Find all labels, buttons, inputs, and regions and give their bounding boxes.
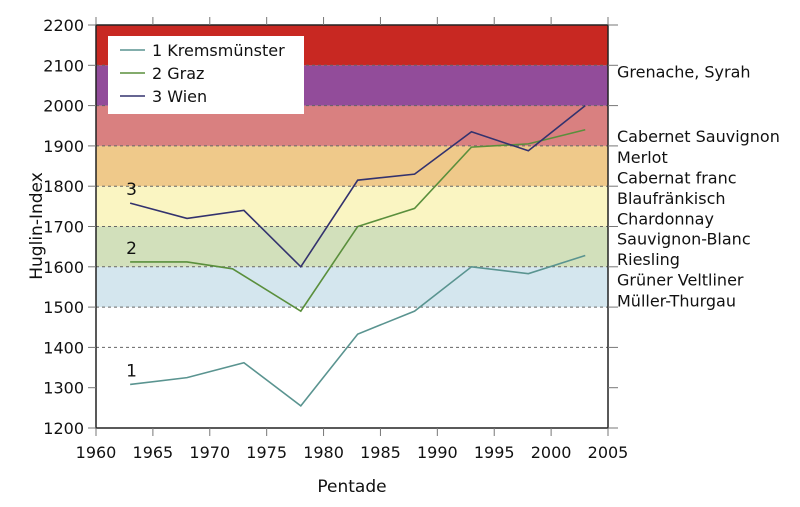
series-label-3: 3 (126, 180, 137, 200)
x-tick-label: 1995 (474, 443, 515, 462)
x-tick-label: 1960 (76, 443, 117, 462)
y-tick-label: 1600 (43, 258, 84, 277)
y-axis-label: Huglin-Index (27, 172, 47, 280)
legend-label-3: 3 Wien (152, 87, 207, 106)
x-ticks: 1960 1965 1970 1975 1980 1985 1990 1995 2000 2005 (76, 17, 629, 462)
y-tick-label: 1200 (43, 419, 84, 438)
series-number-labels: 1 2 3 (126, 180, 137, 381)
series-label-2: 2 (126, 239, 137, 259)
y-tick-label: 1400 (43, 338, 84, 357)
x-tick-label: 1985 (360, 443, 401, 462)
variety-label: Grenache, Syrah (617, 62, 751, 81)
band-1700-1800 (96, 186, 608, 227)
variety-label: Chardonnay (617, 209, 714, 228)
y-tick-label: 2000 (43, 97, 84, 116)
x-tick-label: 1990 (417, 443, 458, 462)
series-label-1: 1 (126, 361, 137, 381)
legend: 1 Kremsmünster 2 Graz 3 Wien (108, 36, 304, 114)
y-tick-label: 1300 (43, 379, 84, 398)
x-tick-label: 2005 (588, 443, 629, 462)
x-tick-label: 2000 (531, 443, 572, 462)
y-tick-label: 1900 (43, 137, 84, 156)
variety-label: Müller-Thurgau (617, 291, 736, 310)
variety-label: Merlot (617, 148, 668, 167)
y-ticks: 1200 1300 1400 1500 1600 1700 1800 1900 2000 2100… (43, 16, 618, 438)
x-tick-label: 1965 (133, 443, 174, 462)
x-tick-label: 1970 (189, 443, 230, 462)
variety-label: Cabernat franc (617, 168, 737, 187)
variety-label: Cabernet Sauvignon (617, 127, 780, 146)
y-tick-label: 2200 (43, 16, 84, 35)
series-lines (129, 104, 586, 407)
y-tick-label: 1800 (43, 177, 84, 196)
variety-label: Sauvignon-Blanc (617, 230, 751, 249)
variety-label: Blaufränkisch (617, 189, 726, 208)
band-1600-1700 (96, 226, 608, 267)
x-tick-label: 1975 (246, 443, 287, 462)
legend-label-2: 2 Graz (152, 64, 204, 83)
band-1800-1900 (96, 145, 608, 187)
y-tick-label: 1700 (43, 218, 84, 237)
legend-label-1: 1 Kremsmünster (152, 41, 285, 60)
x-tick-label: 1980 (303, 443, 344, 462)
legend-box (108, 36, 304, 114)
x-axis-label: Pentade (317, 477, 386, 497)
y-tick-label: 1500 (43, 298, 84, 317)
variety-label: Grüner Veltliner (617, 271, 744, 290)
climate-bands (96, 25, 608, 308)
variety-label: Riesling (617, 250, 680, 269)
y-tick-label: 2100 (43, 56, 84, 75)
